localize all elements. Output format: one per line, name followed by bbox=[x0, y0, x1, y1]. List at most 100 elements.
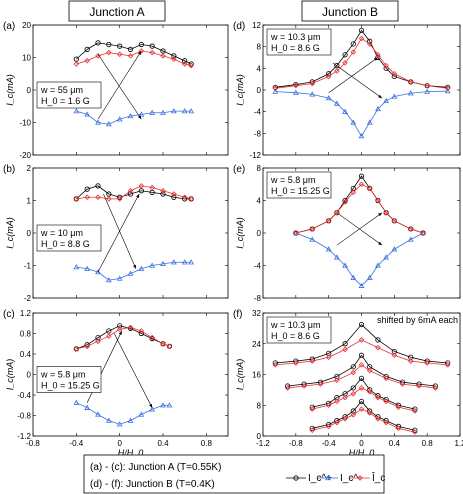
data-point bbox=[350, 274, 357, 280]
data-point bbox=[73, 61, 80, 67]
data-point bbox=[84, 404, 91, 410]
series-line bbox=[295, 183, 424, 234]
data-point bbox=[84, 194, 90, 201]
arrow-head bbox=[378, 94, 383, 99]
data-point bbox=[309, 79, 315, 85]
legend-entry: I_c^- bbox=[318, 473, 361, 484]
data-point bbox=[366, 185, 373, 192]
data-point bbox=[342, 415, 348, 422]
data-point bbox=[342, 199, 348, 205]
data-point bbox=[293, 81, 299, 88]
data-point bbox=[160, 187, 166, 194]
data-point bbox=[138, 328, 145, 334]
data-point bbox=[292, 89, 299, 95]
data-point bbox=[149, 109, 156, 115]
data-point bbox=[391, 93, 398, 99]
info-box: w = 10.3 μmH_0 = 8.6 G bbox=[266, 316, 332, 344]
annotation-arrow bbox=[103, 193, 137, 269]
y-axis-label: I_c(mA) bbox=[5, 74, 15, 106]
series-line bbox=[312, 408, 415, 433]
data-point bbox=[149, 49, 155, 56]
y-tick-label: 8 bbox=[257, 401, 262, 410]
data-point bbox=[73, 346, 80, 352]
annotation-arrow bbox=[97, 54, 142, 120]
series-ic-hat bbox=[309, 406, 418, 435]
data-point bbox=[424, 88, 431, 94]
data-point bbox=[412, 427, 418, 433]
data-point bbox=[105, 121, 112, 127]
data-point bbox=[358, 375, 365, 381]
data-point bbox=[334, 377, 340, 384]
data-point bbox=[334, 419, 340, 426]
legend-line-2: (d) - (f): Junction B (T=0.4K) bbox=[90, 479, 215, 490]
data-point bbox=[84, 111, 91, 117]
data-point bbox=[284, 385, 291, 391]
y-tick-label: 4 bbox=[257, 197, 262, 206]
data-point bbox=[391, 246, 398, 252]
y-tick-label: -4 bbox=[254, 262, 262, 271]
info-box-frame bbox=[36, 366, 102, 393]
data-point bbox=[95, 40, 101, 46]
data-point bbox=[171, 191, 177, 197]
data-point bbox=[407, 226, 414, 232]
series-ic-minus bbox=[272, 88, 451, 139]
data-point bbox=[334, 209, 340, 216]
data-point bbox=[424, 82, 430, 89]
panel-a: -20 -10 0 10 20 I_c(mA) (a) w = 55 μmH_0 = 1.6 … bbox=[3, 21, 229, 160]
y-tick-label: 24 bbox=[252, 340, 261, 349]
data-point bbox=[383, 375, 389, 382]
data-point bbox=[160, 53, 166, 59]
data-point bbox=[309, 406, 316, 412]
series-ic-minus bbox=[73, 108, 195, 127]
data-point bbox=[342, 52, 348, 58]
data-point bbox=[358, 337, 365, 343]
data-point bbox=[342, 346, 348, 353]
data-point bbox=[391, 73, 397, 80]
info-box: w = 5.8 μmH_0 = 15.25 G bbox=[266, 171, 332, 199]
data-point bbox=[358, 173, 365, 179]
data-point bbox=[272, 362, 279, 368]
arrow-head bbox=[118, 330, 122, 335]
series-ic-minus bbox=[292, 229, 426, 288]
data-point bbox=[432, 383, 438, 389]
y-axis-label: I_c(mA) bbox=[5, 217, 15, 249]
data-point bbox=[301, 383, 307, 389]
data-point bbox=[383, 398, 389, 405]
data-point bbox=[188, 61, 194, 67]
data-point bbox=[358, 133, 365, 139]
arrow-head bbox=[374, 57, 378, 61]
data-point bbox=[407, 90, 414, 96]
panel-label: (c) bbox=[3, 309, 15, 320]
series-ic-hat bbox=[73, 183, 194, 202]
y-tick-label: 4 bbox=[257, 64, 262, 73]
data-point bbox=[350, 41, 356, 47]
data-point bbox=[171, 194, 177, 200]
series-ic-plus bbox=[272, 321, 451, 366]
info-box-frame bbox=[36, 224, 102, 252]
data-point bbox=[84, 57, 90, 64]
data-point bbox=[117, 323, 123, 329]
y-tick-label: 12 bbox=[252, 21, 261, 30]
data-point bbox=[407, 358, 414, 364]
data-point bbox=[367, 38, 373, 44]
data-point bbox=[424, 360, 430, 366]
data-point bbox=[358, 398, 365, 405]
series-line bbox=[275, 29, 448, 88]
series-line bbox=[295, 232, 424, 287]
data-point bbox=[95, 53, 101, 59]
arrow-head bbox=[149, 403, 153, 408]
data-point bbox=[325, 246, 332, 252]
panel-note: shifted by 6mA each bbox=[377, 315, 458, 325]
y-tick-label: -4 bbox=[254, 108, 262, 117]
data-point bbox=[116, 326, 123, 333]
annotation-arrow bbox=[113, 333, 153, 408]
panel-f: 0 8 16 24 32 -1.2 -0.8 -0.4 0 0.4 0.8 1.2 I_c(mA) H/H… bbox=[233, 309, 463, 458]
arrow-head bbox=[136, 194, 140, 198]
y-tick-label: 0 bbox=[257, 86, 262, 95]
legend-marker bbox=[357, 475, 363, 481]
info-line: w = 10.3 μm bbox=[270, 32, 320, 42]
data-point bbox=[334, 398, 340, 405]
data-point bbox=[326, 71, 332, 77]
data-point bbox=[127, 417, 134, 423]
info-line: H_0 = 15.25 G bbox=[271, 186, 330, 196]
